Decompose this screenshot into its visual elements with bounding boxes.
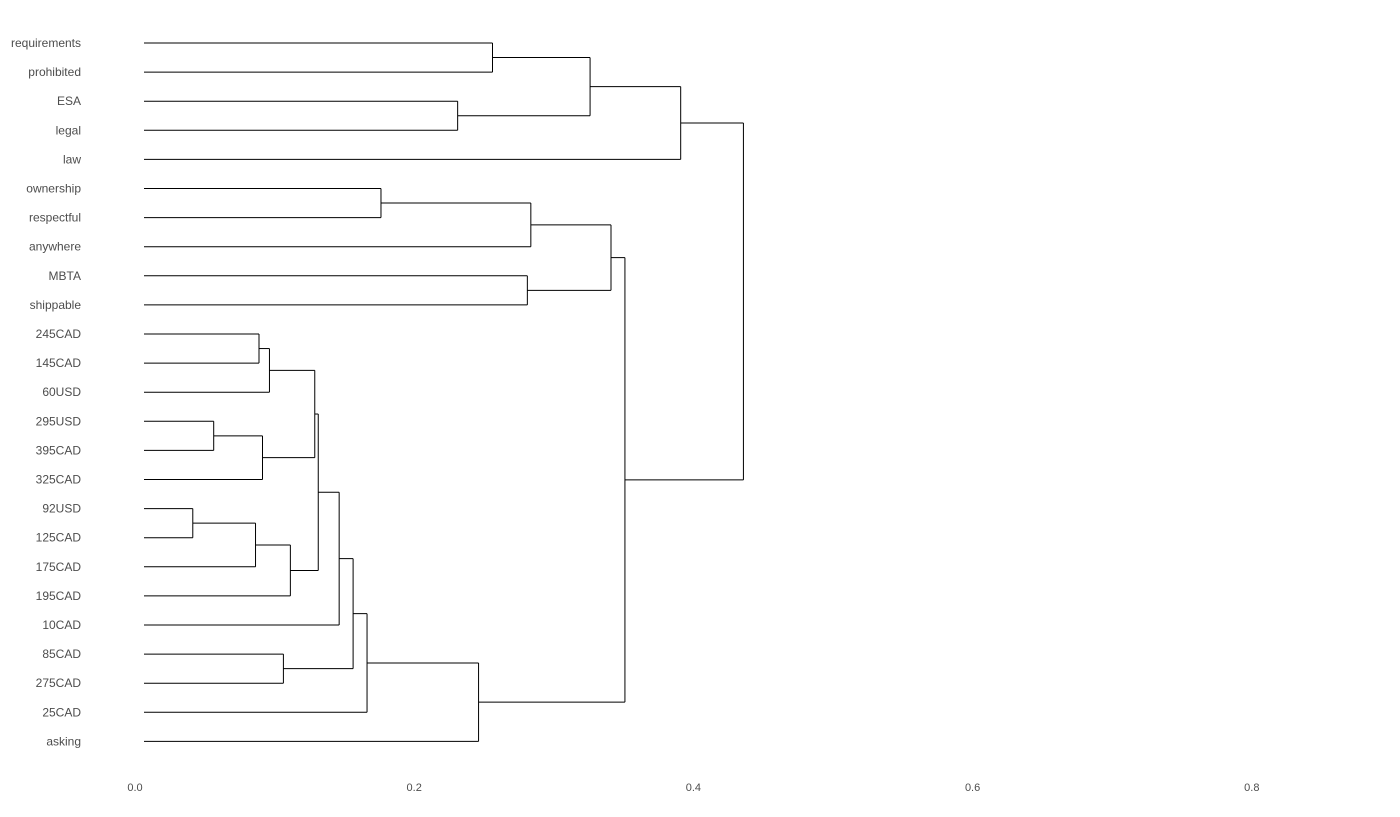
x-tick-label: 0.4 (686, 782, 701, 794)
leaf-label: 175CAD (36, 560, 82, 574)
leaf-label: 125CAD (36, 531, 82, 545)
leaf-label: law (63, 152, 81, 166)
leaf-label: 85CAD (42, 647, 81, 661)
leaf-label: prohibited (28, 65, 81, 79)
leaf-label: 245CAD (36, 327, 82, 341)
leaf-label: 92USD (42, 502, 81, 516)
leaf-label: 195CAD (36, 589, 82, 603)
leaf-label: 10CAD (42, 618, 81, 632)
leaf-label: 325CAD (36, 473, 82, 487)
leaf-label: MBTA (49, 269, 81, 283)
leaf-label: ownership (26, 182, 81, 196)
x-axis: 0.0 0.2 0.4 0.6 0.8 (127, 782, 1259, 794)
x-tick-label: 0.8 (1244, 782, 1259, 794)
leaf-labels: requirements prohibited ESA legal law ownersh… (11, 36, 81, 748)
x-tick-label: 0.6 (965, 782, 980, 794)
dendrogram-branches (144, 42, 744, 742)
leaf-label: 25CAD (42, 705, 81, 719)
leaf-label: 275CAD (36, 676, 82, 690)
leaf-label: 295USD (36, 414, 82, 428)
leaf-label: 395CAD (36, 443, 82, 457)
leaf-label: anywhere (29, 240, 81, 254)
leaf-label: respectful (29, 211, 81, 225)
x-tick-label: 0.2 (407, 782, 422, 794)
leaf-label: 145CAD (36, 356, 82, 370)
leaf-label: asking (46, 734, 81, 748)
leaf-label: shippable (30, 298, 82, 312)
leaf-label: ESA (57, 94, 81, 108)
x-tick-label: 0.0 (127, 782, 142, 794)
leaf-label: legal (56, 123, 81, 137)
leaf-label: 60USD (42, 385, 81, 399)
leaf-label: requirements (11, 36, 81, 50)
